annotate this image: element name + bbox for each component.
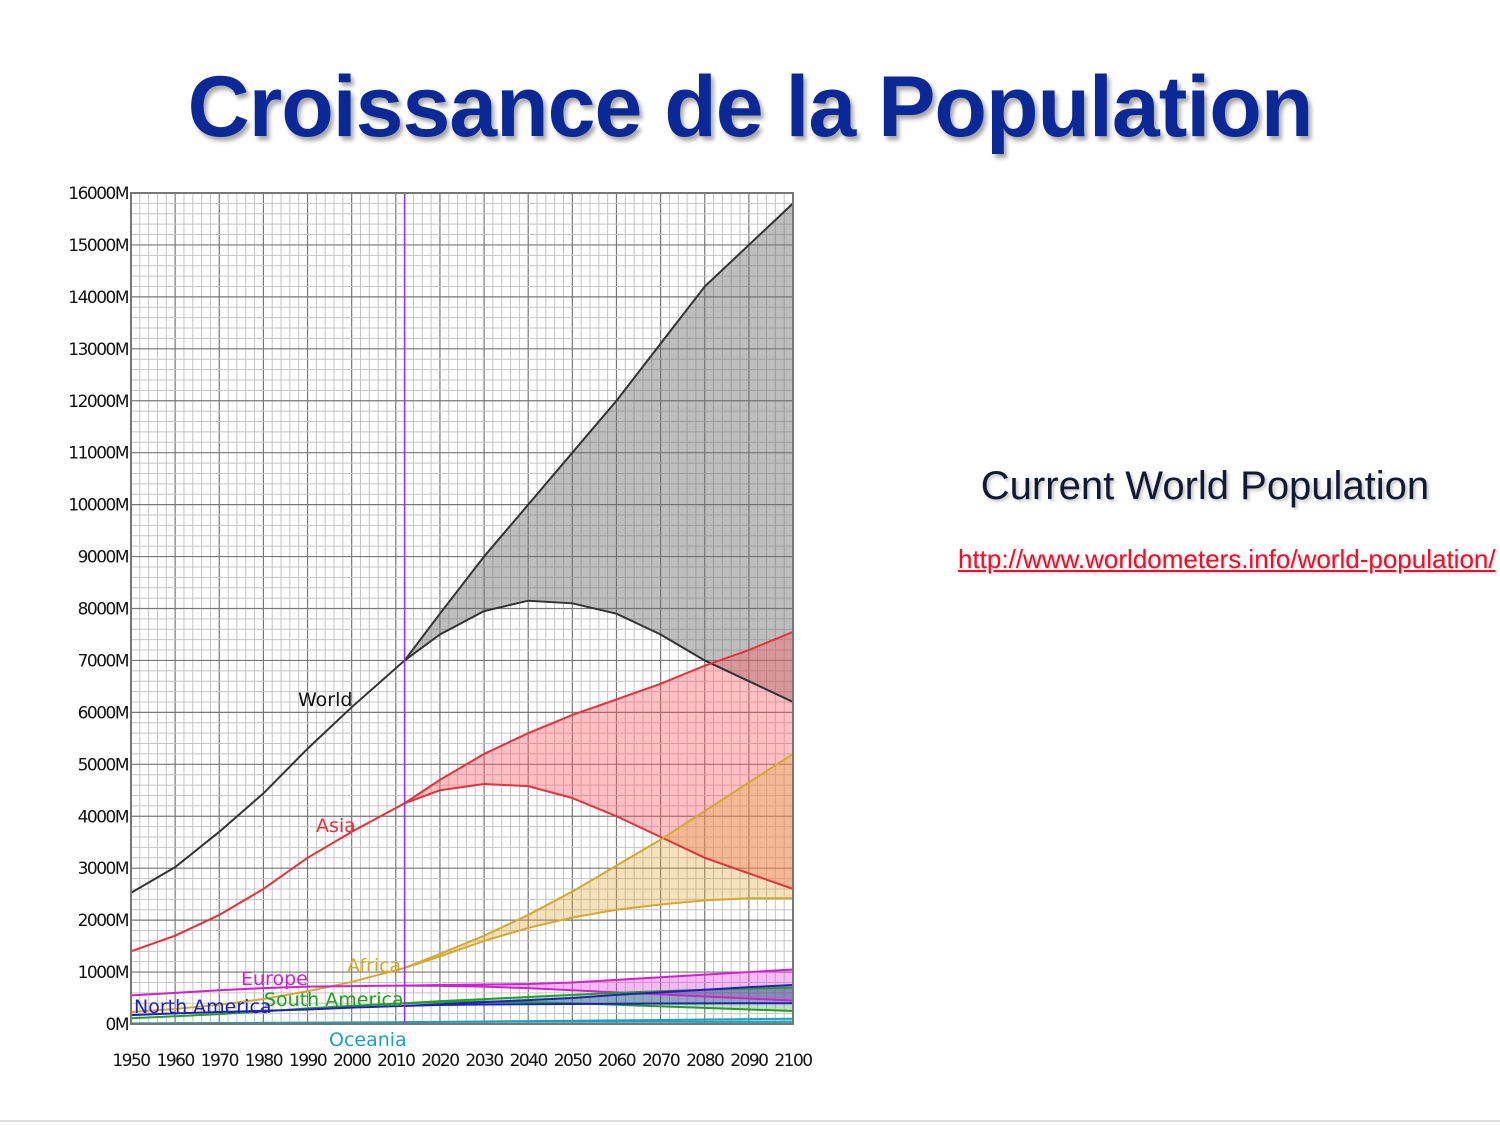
x-tick-label: 1950 [112, 1051, 150, 1071]
x-tick-label: 2080 [686, 1051, 724, 1071]
y-tick-label: 10000M [68, 496, 128, 516]
world-label: World [298, 689, 352, 711]
x-tick-label: 2040 [510, 1051, 548, 1071]
y-tick-label: 1000M [78, 963, 128, 983]
south-america-projection-band [404, 987, 793, 1012]
x-tick-label: 2060 [598, 1051, 636, 1071]
x-tick-label: 2070 [642, 1051, 680, 1071]
y-tick-label: 6000M [78, 703, 128, 723]
africa-label: Africa [347, 955, 401, 977]
africa-history-line [130, 966, 405, 1014]
world-low-projection-line [404, 599, 794, 703]
y-tick-label: 7000M [78, 651, 128, 671]
worldometers-link[interactable]: http://www.worldometers.info/world-popul… [958, 544, 1496, 574]
x-tick-label: 1980 [245, 1051, 283, 1071]
asia-label: Asia [316, 815, 356, 837]
x-tick-label: 2030 [465, 1051, 503, 1071]
asia-history-line [130, 802, 406, 953]
y-tick-label: 5000M [78, 755, 128, 775]
y-tick-label: 14000M [68, 288, 128, 308]
plot-frame [130, 192, 794, 1025]
north-america-low-projection-line [404, 1002, 793, 1007]
x-tick-label: 1990 [289, 1051, 327, 1071]
africa-high-projection-line [404, 753, 794, 969]
north-america-history-line [130, 1004, 405, 1017]
y-tick-label: 16000M [68, 184, 128, 204]
y-tick-label: 4000M [78, 807, 128, 827]
europe-label: Europe [241, 968, 308, 990]
y-tick-label: 12000M [68, 392, 128, 412]
y-axis-ticks: 0M 1000M 2000M 3000M 4000M 5000M 6000M 7000M 800… [68, 184, 129, 1035]
asia-projection-band [404, 631, 793, 889]
asia-high-projection-line [404, 630, 794, 805]
north-america-projection-band [404, 985, 793, 1006]
y-tick-label: 2000M [78, 911, 128, 931]
y-tick-label: 13000M [68, 340, 128, 360]
world-history-line [130, 659, 406, 894]
slide-bottom-divider [0, 1120, 1500, 1122]
x-tick-label: 1970 [201, 1051, 239, 1071]
north-america-high-projection-line [404, 984, 794, 1007]
y-tick-label: 9000M [78, 548, 128, 568]
x-tick-label: 2000 [333, 1051, 371, 1071]
x-axis-ticks: 1950 1960 1970 1980 1990 2000 2010 2020 2030 2040… [112, 1051, 813, 1071]
chart-grid [130, 192, 794, 1025]
asia-low-projection-line [404, 783, 794, 890]
europe-low-projection-line [404, 984, 794, 1002]
x-tick-label: 2100 [774, 1051, 812, 1071]
x-tick-label: 1960 [157, 1051, 195, 1071]
north-america-label: North America [134, 996, 272, 1018]
x-tick-label: 2050 [554, 1051, 592, 1071]
y-tick-label: 15000M [68, 236, 128, 256]
y-tick-label: 11000M [68, 444, 128, 464]
y-tick-label: 3000M [78, 859, 128, 879]
x-tick-label: 2090 [730, 1051, 768, 1071]
x-tick-label: 2010 [377, 1051, 415, 1071]
europe-high-projection-line [404, 968, 794, 987]
world-high-projection-line [403, 202, 794, 662]
europe-history-line [130, 984, 405, 997]
y-tick-label: 8000M [78, 600, 128, 620]
africa-low-projection-line [404, 897, 793, 969]
europe-projection-band [404, 969, 793, 1001]
slide-title: Croissance de la Population [187, 59, 1314, 155]
current-world-population-heading: Current World Population [980, 464, 1430, 508]
series-lines [130, 202, 794, 1025]
population-chart: 0M 1000M 2000M 3000M 4000M 5000M 6000M 7000M 800… [68, 184, 814, 1071]
x-tick-label: 2020 [421, 1051, 459, 1071]
south-america-label: South America [264, 989, 404, 1011]
y-tick-label: 0M [106, 1015, 128, 1035]
oceania-label: Oceania [329, 1029, 407, 1051]
world-projection-band [404, 203, 793, 702]
